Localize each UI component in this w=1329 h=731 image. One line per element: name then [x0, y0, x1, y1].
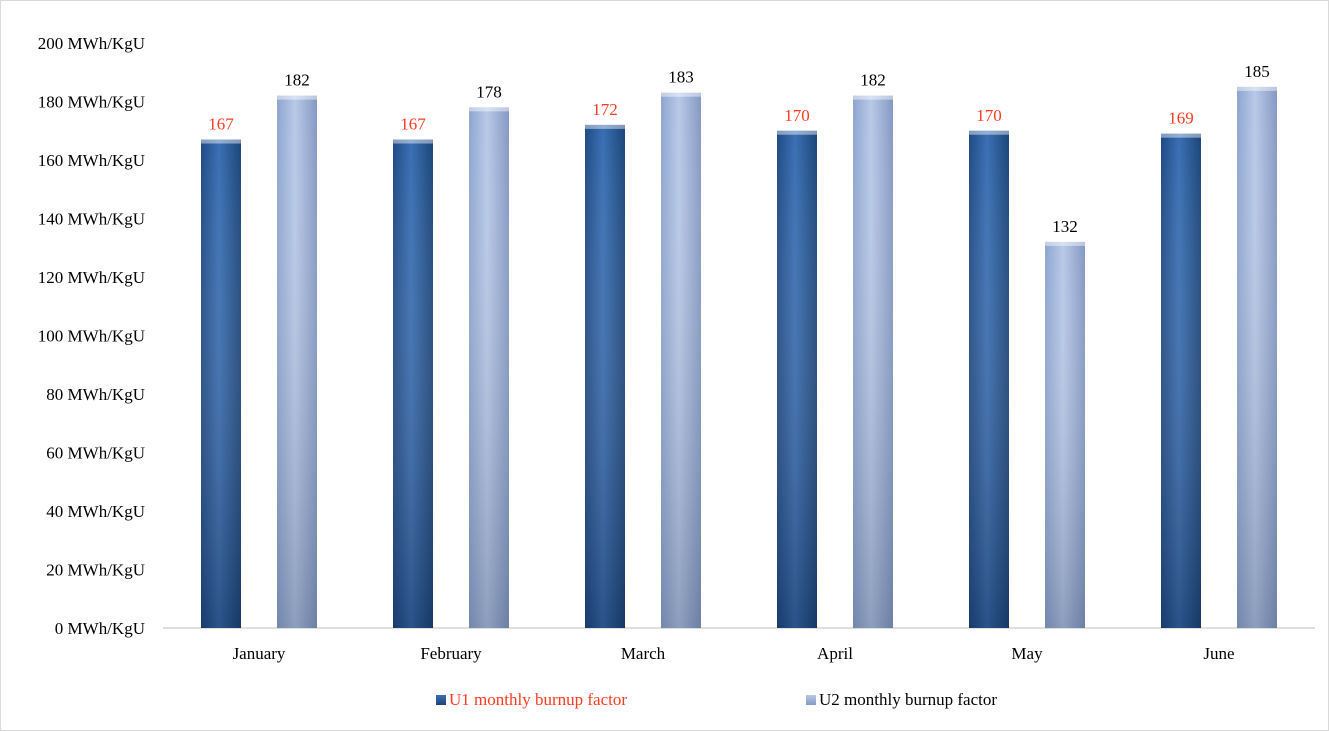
bar-shade [277, 95, 317, 628]
data-label-u2: 185 [1244, 62, 1270, 81]
y-tick-label: 180 MWh/KgU [38, 93, 145, 112]
x-tick-label: February [420, 644, 482, 663]
y-axis: 0 MWh/KgU 20 MWh/KgU 40 MWh/KgU 60 MWh/KgU 8… [38, 34, 145, 638]
bar-cap [969, 130, 1009, 135]
y-tick-label: 80 MWh/KgU [46, 385, 145, 404]
bar-cap [277, 95, 317, 100]
bar-shade [969, 130, 1009, 628]
data-label-u1: 169 [1168, 109, 1194, 128]
legend: U1 monthly burnup factor U2 monthly burn… [0, 690, 1329, 720]
bar-cap [393, 139, 433, 144]
y-tick-label: 60 MWh/KgU [46, 444, 145, 463]
data-label-u2: 178 [476, 82, 502, 101]
bar-shade [585, 124, 625, 629]
y-tick-label: 40 MWh/KgU [46, 502, 145, 521]
legend-swatch-u2 [806, 695, 816, 705]
data-label-u1: 170 [784, 106, 810, 125]
y-tick-label: 120 MWh/KgU [38, 268, 145, 287]
data-labels: 167 182 167 178 172 183 170 182 170 132 169 185 [208, 62, 1270, 236]
data-label-u2: 182 [284, 71, 310, 90]
bars [201, 86, 1277, 629]
y-tick-label: 140 MWh/KgU [38, 210, 145, 229]
x-tick-label: March [621, 644, 666, 663]
bar-cap [853, 95, 893, 100]
bar-shade [661, 92, 701, 629]
legend-item-u1: U1 monthly burnup factor [436, 690, 627, 710]
bar-shade [1161, 133, 1201, 629]
bar-shade [1237, 86, 1277, 628]
bar-cap [201, 139, 241, 144]
bar-cap [1237, 86, 1277, 91]
data-label-u1: 167 [400, 115, 426, 134]
y-tick-label: 20 MWh/KgU [46, 561, 145, 580]
y-tick-label: 200 MWh/KgU [38, 34, 145, 53]
bar-shade [201, 139, 241, 628]
x-tick-label: January [233, 644, 286, 663]
data-label-u2: 182 [860, 71, 886, 90]
bar-cap [1045, 241, 1085, 246]
data-label-u1: 172 [592, 100, 618, 119]
legend-label-u2: U2 monthly burnup factor [819, 690, 997, 709]
bar-shade [853, 95, 893, 628]
x-tick-label: June [1203, 644, 1234, 663]
bar-cap [469, 107, 509, 112]
bar-cap [1161, 133, 1201, 138]
bar-shade [393, 139, 433, 628]
legend-label-u1: U1 monthly burnup factor [449, 690, 627, 709]
x-tick-label: May [1011, 644, 1043, 663]
data-label-u2: 132 [1052, 217, 1078, 236]
bar-shade [1045, 241, 1085, 628]
y-tick-label: 0 MWh/KgU [55, 619, 145, 638]
x-tick-label: April [817, 644, 853, 663]
data-label-u1: 170 [976, 106, 1002, 125]
bar-chart: 0 MWh/KgU 20 MWh/KgU 40 MWh/KgU 60 MWh/KgU 8… [38, 34, 1315, 663]
bar-cap [661, 92, 701, 97]
bar-shade [777, 130, 817, 628]
bar-shade [469, 107, 509, 629]
data-label-u2: 183 [668, 68, 694, 87]
data-label-u1: 167 [208, 115, 234, 134]
x-axis: January February March April May June [233, 644, 1235, 663]
y-tick-label: 100 MWh/KgU [38, 327, 145, 346]
legend-item-u2: U2 monthly burnup factor [806, 690, 997, 710]
bar-cap [777, 130, 817, 135]
legend-swatch-u1 [436, 695, 446, 705]
y-tick-label: 160 MWh/KgU [38, 151, 145, 170]
bar-cap [585, 124, 625, 129]
